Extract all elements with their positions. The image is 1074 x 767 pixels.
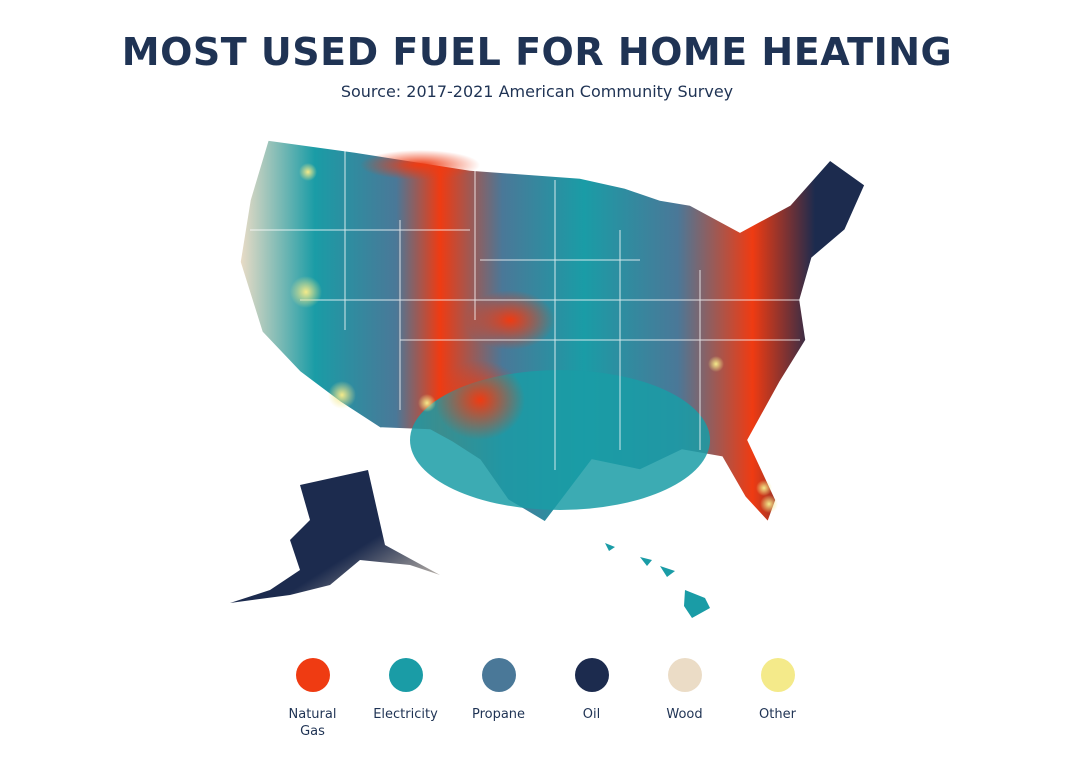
legend-swatch — [667, 658, 702, 692]
legend-swatch — [760, 658, 795, 692]
legend-label: Oil — [582, 707, 601, 722]
legend-swatch — [574, 658, 609, 692]
hawaii — [605, 543, 710, 618]
legend-item: Oil — [545, 658, 638, 740]
legend-label: Wood — [666, 707, 703, 722]
legend-item: Other — [731, 658, 824, 740]
legend-item: Natural Gas — [266, 658, 359, 740]
legend-swatch — [388, 658, 423, 692]
heat-patch — [360, 150, 480, 180]
legend-label: Other — [759, 707, 796, 722]
heat-patch — [435, 360, 525, 440]
alaska — [230, 470, 440, 603]
legend-item: Electricity — [359, 658, 452, 740]
legend: Natural Gas Electricity Propane Oil Wood Othe… — [266, 658, 824, 740]
legend-swatch — [481, 658, 516, 692]
subtitle: Source: 2017-2021 American Community Sur… — [340, 82, 734, 101]
legend-label: Electricity — [373, 707, 438, 722]
legend-label: Natural Gas — [288, 707, 337, 739]
legend-swatch — [295, 658, 330, 692]
legend-label: Propane — [471, 707, 526, 722]
title: MOST USED FUEL FOR HOME HEATING — [121, 30, 953, 74]
legend-item: Propane — [452, 658, 545, 740]
legend-item: Wood — [638, 658, 731, 740]
other-markers — [290, 163, 778, 513]
heat-patch — [465, 290, 555, 350]
state-lines — [250, 150, 800, 470]
